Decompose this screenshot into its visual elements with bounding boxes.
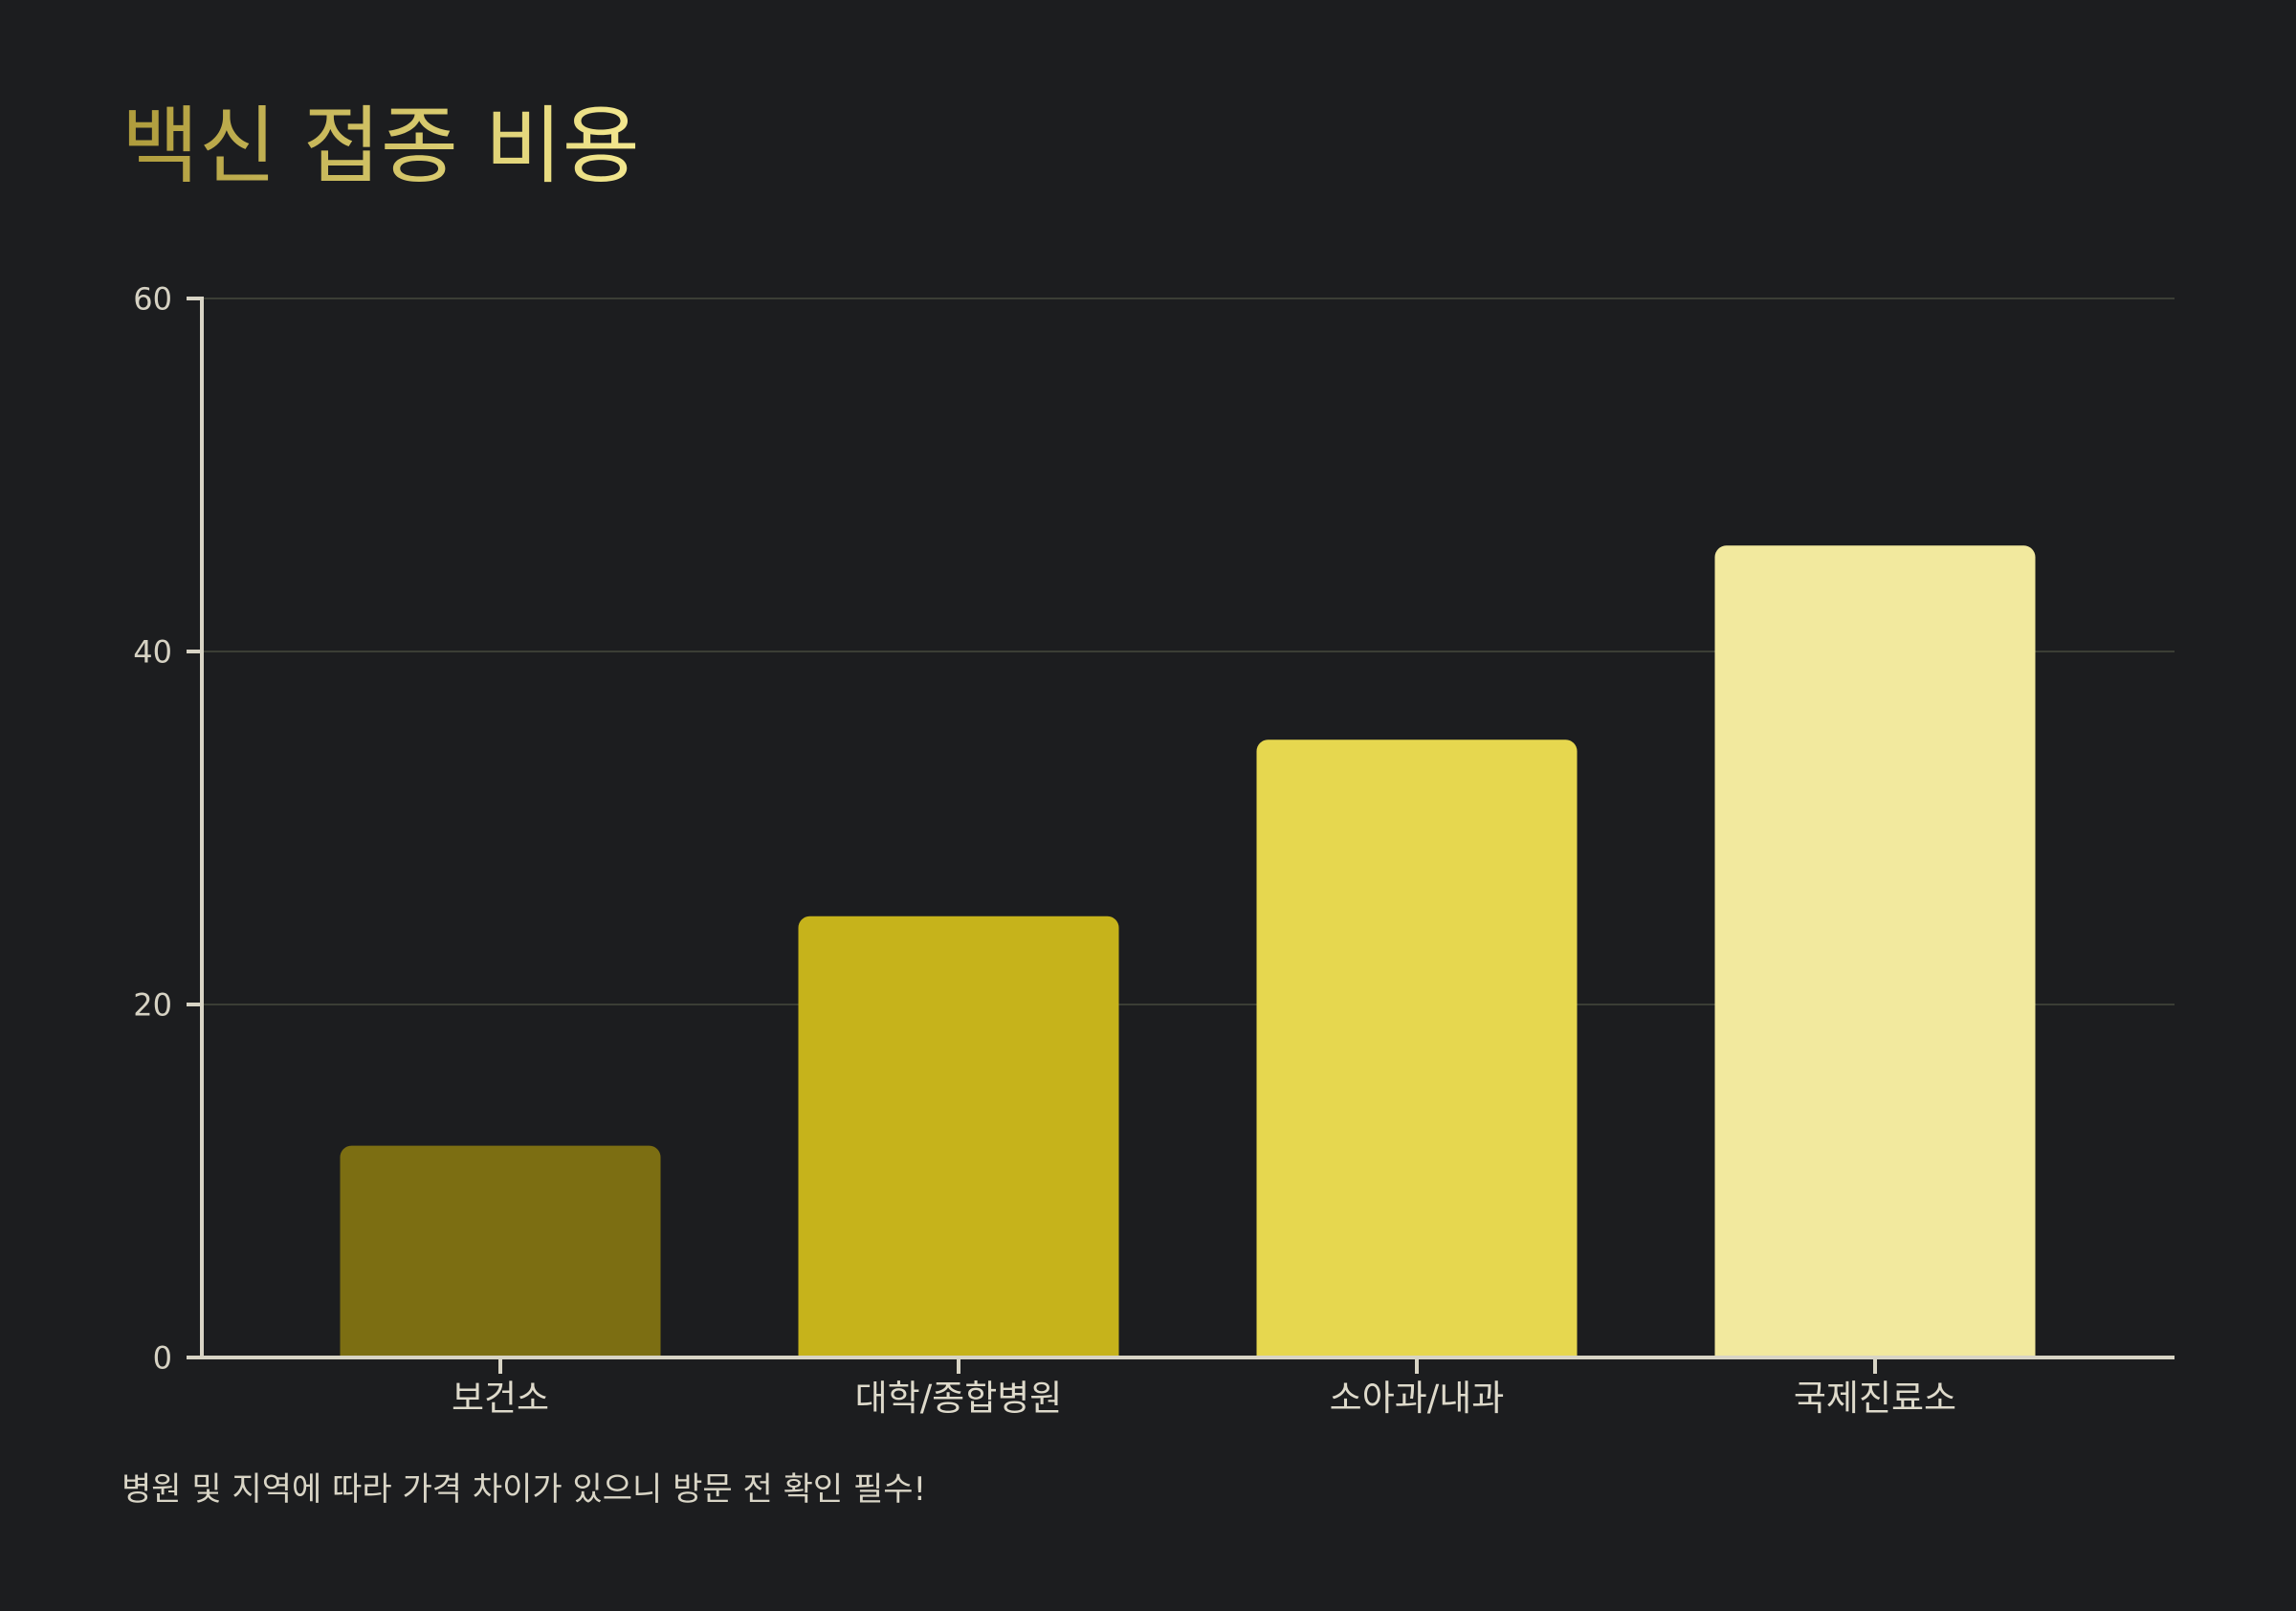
x-tick-label: 소아과/내과 bbox=[1330, 1378, 1505, 1419]
bar bbox=[1714, 545, 2036, 1357]
x-axis-ticks: 보건소 대학/종합병원 소아과/내과 국제진료소 bbox=[452, 1357, 1956, 1419]
footnote: 병원 및 지역에 따라 가격 차이가 있으니 방문 전 확인 필수! bbox=[121, 1470, 926, 1509]
y-tick-label: 60 bbox=[133, 281, 172, 318]
bar bbox=[340, 1145, 661, 1357]
bars bbox=[340, 545, 2036, 1357]
bar bbox=[1256, 739, 1578, 1357]
y-tick-label: 40 bbox=[133, 634, 172, 671]
y-axis-ticks: 0 20 40 60 bbox=[133, 281, 202, 1377]
x-tick-label: 보건소 bbox=[452, 1378, 549, 1419]
bar bbox=[798, 916, 1119, 1357]
x-tick-label: 국제진료소 bbox=[1794, 1378, 1956, 1419]
chart-title: 백신 접종 비용 bbox=[121, 97, 640, 195]
y-tick-label: 20 bbox=[133, 987, 172, 1024]
y-tick-label: 0 bbox=[153, 1340, 172, 1377]
x-tick-label: 대학/종합병원 bbox=[855, 1378, 1063, 1419]
